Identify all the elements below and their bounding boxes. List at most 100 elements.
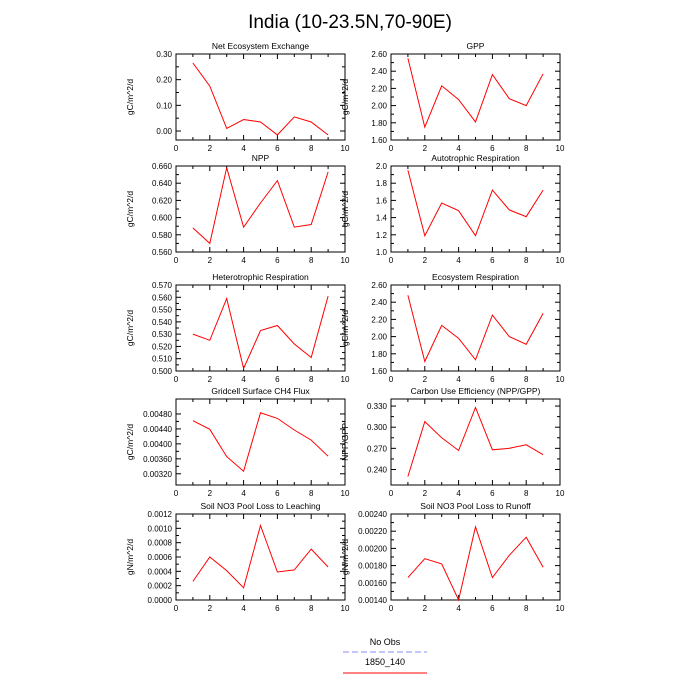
chart-title: Gridcell Surface CH4 Flux xyxy=(211,386,310,396)
y-tick-label: 0.00180 xyxy=(358,562,387,571)
y-tick-label: 2.60 xyxy=(371,281,387,290)
x-tick-label: 2 xyxy=(208,489,213,498)
x-tick-label: 4 xyxy=(241,375,246,384)
x-tick-label: 10 xyxy=(556,604,565,613)
y-axis-label: gC/m^2/d xyxy=(340,191,350,227)
x-tick-label: 0 xyxy=(174,489,179,498)
series-line xyxy=(192,62,329,136)
chart-panel-4: Heterotrophic Respiration gC/m^2/d 0 2 4 6 8 10… xyxy=(125,272,350,384)
series-line xyxy=(192,412,329,473)
chart-title: NPP xyxy=(252,153,270,163)
x-tick-label: 4 xyxy=(456,256,461,265)
x-tick-label: 6 xyxy=(490,375,495,384)
y-axis-label: gC/m^2/d xyxy=(125,310,135,346)
x-tick-label: 8 xyxy=(309,256,314,265)
y-tick-label: 1.8 xyxy=(376,179,388,188)
x-tick-label: 8 xyxy=(309,144,314,153)
x-tick-label: 8 xyxy=(309,375,314,384)
x-tick-label: 0 xyxy=(389,375,394,384)
x-tick-label: 8 xyxy=(524,375,529,384)
y-tick-label: 0.530 xyxy=(152,330,173,339)
x-tick-label: 2 xyxy=(208,256,213,265)
chart-panel-9: Soil NO3 Pool Loss to Runoff gN/m^2/d 0 2 4 6… xyxy=(340,501,565,613)
x-tick-label: 4 xyxy=(241,256,246,265)
x-tick-label: 4 xyxy=(456,144,461,153)
chart-title: GPP xyxy=(467,41,485,51)
y-tick-label: 0.540 xyxy=(152,318,173,327)
y-tick-label: 0.580 xyxy=(152,231,173,240)
y-tick-label: 0.240 xyxy=(367,465,388,474)
x-tick-label: 4 xyxy=(456,489,461,498)
x-tick-label: 0 xyxy=(174,144,179,153)
chart-panel-8: Soil NO3 Pool Loss to Leaching gN/m^2/d 0 2… xyxy=(125,501,350,613)
x-tick-label: 2 xyxy=(423,144,428,153)
series-line xyxy=(407,58,544,129)
y-tick-label: 0.500 xyxy=(152,367,173,376)
y-tick-label: 0.00440 xyxy=(143,425,172,434)
x-tick-label: 10 xyxy=(341,256,350,265)
x-tick-label: 10 xyxy=(556,256,565,265)
x-tick-label: 8 xyxy=(524,144,529,153)
y-tick-label: 0.20 xyxy=(156,76,172,85)
x-tick-label: 6 xyxy=(275,489,280,498)
y-tick-label: 0.560 xyxy=(152,293,173,302)
x-tick-label: 6 xyxy=(275,144,280,153)
series-line xyxy=(407,170,544,238)
y-tick-label: 2.40 xyxy=(371,298,387,307)
x-tick-label: 8 xyxy=(524,489,529,498)
x-tick-label: 0 xyxy=(389,489,394,498)
y-tick-label: 2.0 xyxy=(376,162,388,171)
x-tick-label: 0 xyxy=(389,144,394,153)
x-tick-label: 6 xyxy=(490,256,495,265)
legend-label-no-obs: No Obs xyxy=(370,637,401,647)
x-tick-label: 0 xyxy=(174,256,179,265)
x-tick-label: 10 xyxy=(341,375,350,384)
chart-panel-7: Carbon Use Efficiency (NPP/GPP) NPP/GPP 0 2… xyxy=(340,386,565,498)
y-axis-label: gN/m^2/d xyxy=(340,539,350,575)
y-tick-label: 1.2 xyxy=(376,231,388,240)
x-tick-label: 0 xyxy=(389,604,394,613)
chart-title: Ecosystem Respiration xyxy=(432,272,519,282)
y-tick-label: 1.4 xyxy=(376,214,388,223)
y-tick-label: 0.00400 xyxy=(143,440,172,449)
series-line xyxy=(192,523,329,589)
y-tick-label: 1.60 xyxy=(371,367,387,376)
x-tick-label: 2 xyxy=(423,375,428,384)
y-tick-label: 1.0 xyxy=(376,248,388,257)
chart-panel-5: Ecosystem Respiration gC/m^2/d 0 2 4 6 8 10 1.60… xyxy=(340,272,565,384)
y-tick-label: 0.300 xyxy=(367,423,388,432)
y-tick-label: 0.550 xyxy=(152,306,173,315)
chart-title: Autotrophic Respiration xyxy=(431,153,520,163)
y-tick-label: 2.60 xyxy=(371,50,387,59)
legend-label-1850-140: 1850_140 xyxy=(365,657,405,667)
x-tick-label: 0 xyxy=(389,256,394,265)
series-line xyxy=(407,406,544,477)
y-tick-label: 0.510 xyxy=(152,355,173,364)
y-tick-label: 0.640 xyxy=(152,179,173,188)
x-tick-label: 6 xyxy=(490,489,495,498)
main-title: India (10-23.5N,70-90E) xyxy=(248,12,452,33)
chart-title: Net Ecosystem Exchange xyxy=(212,41,310,51)
y-tick-label: 1.80 xyxy=(371,350,387,359)
y-tick-label: 0.0008 xyxy=(148,539,173,548)
series-line xyxy=(407,525,544,602)
y-tick-label: 0.00240 xyxy=(358,510,387,519)
x-tick-label: 10 xyxy=(556,489,565,498)
y-tick-label: 0.00360 xyxy=(143,455,172,464)
x-tick-label: 10 xyxy=(556,144,565,153)
y-tick-label: 0.560 xyxy=(152,248,173,257)
y-tick-label: 0.00320 xyxy=(143,470,172,479)
y-axis-label: gC/m^2/d xyxy=(125,191,135,227)
x-tick-label: 2 xyxy=(208,604,213,613)
chart-panel-0: Net Ecosystem Exchange gC/m^2/d 0 2 4 6 8 10 0.0… xyxy=(125,41,350,153)
y-tick-label: 0.620 xyxy=(152,196,173,205)
y-tick-label: 0.520 xyxy=(152,342,173,351)
x-tick-label: 4 xyxy=(241,489,246,498)
y-tick-label: 0.0000 xyxy=(148,596,173,605)
y-axis-label: gC/m^2/d xyxy=(125,79,135,115)
x-tick-label: 10 xyxy=(341,604,350,613)
x-tick-label: 0 xyxy=(174,375,179,384)
x-tick-label: 6 xyxy=(275,604,280,613)
chart-title: Soil NO3 Pool Loss to Runoff xyxy=(420,501,531,511)
chart-panel-1: GPP gC/m^2/d 0 2 4 6 8 10 1.60 1.80 2.00 2.20 2.40 2.… xyxy=(340,41,565,153)
